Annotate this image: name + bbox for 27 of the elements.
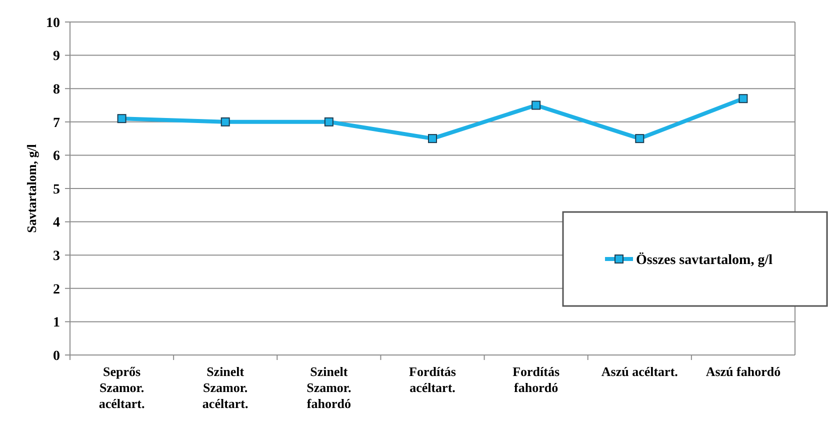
point bbox=[635, 134, 644, 144]
x-tick-label: Aszú acéltart. bbox=[601, 364, 678, 379]
x-tick-label: Fordítás acéltart. bbox=[409, 364, 456, 395]
point bbox=[220, 117, 230, 126]
legend-label: Összes savtartalom, g/l bbox=[636, 252, 773, 268]
y-tick-label: 8 bbox=[53, 82, 60, 98]
x-tick-label: Aszú fahordó bbox=[706, 364, 781, 379]
y-tick-label: 3 bbox=[53, 249, 60, 264]
x-tick-label: Seprős Szamor. acéltart. bbox=[98, 364, 145, 411]
y-tick-label: 7 bbox=[53, 116, 60, 131]
point bbox=[324, 117, 334, 126]
point bbox=[428, 134, 437, 144]
point bbox=[738, 94, 748, 104]
y-tick-label: 9 bbox=[53, 49, 60, 64]
y-tick-label: 6 bbox=[53, 149, 60, 164]
point bbox=[117, 114, 126, 124]
x-tick-label: Szinelt Szamor. fahordó bbox=[306, 364, 352, 411]
y-tick-label: 0 bbox=[53, 348, 60, 364]
y-tick-label: 1 bbox=[53, 316, 60, 331]
y-tick-label: 5 bbox=[53, 182, 60, 198]
point bbox=[532, 100, 541, 110]
y-tick-label: 10 bbox=[46, 16, 60, 31]
y-axis-title: Savtartalom, g/l bbox=[24, 144, 39, 233]
x-tick-label: Fordítás fahordó bbox=[512, 364, 560, 395]
y-tick-label: 2 bbox=[53, 282, 60, 298]
y-tick-label: 4 bbox=[53, 216, 60, 231]
x-tick-label: Szinelt Szamor. acéltart. bbox=[202, 364, 248, 411]
